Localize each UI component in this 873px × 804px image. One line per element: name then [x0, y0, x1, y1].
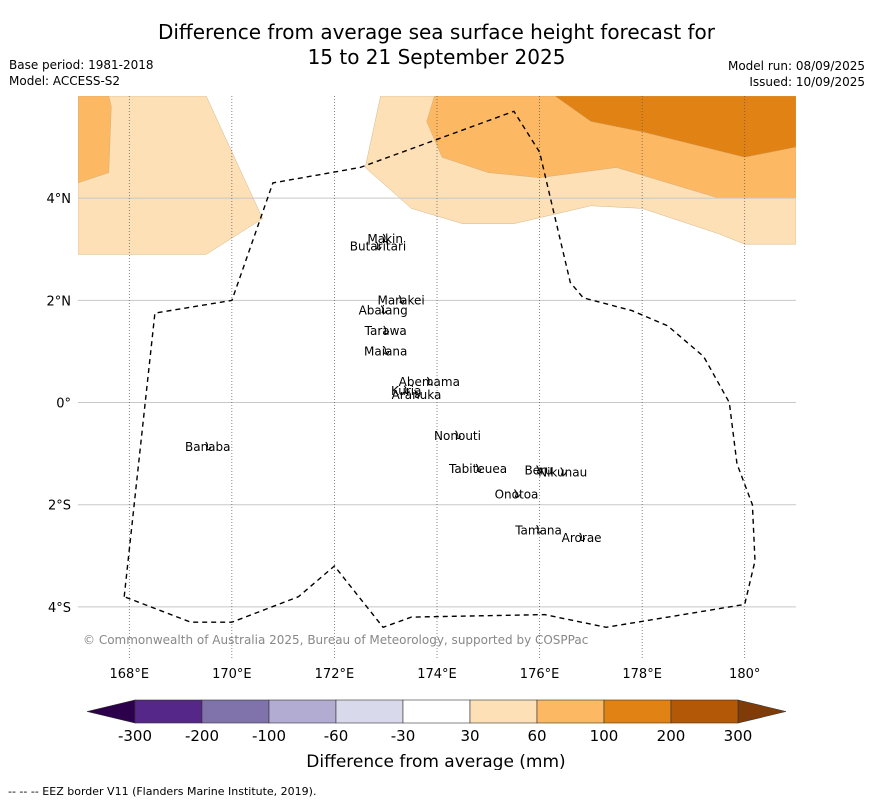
island-outline — [560, 467, 567, 476]
island-label: Aranuka — [392, 388, 442, 402]
island-outline — [375, 241, 382, 250]
colorbar-segment — [536, 699, 605, 724]
colorbar-tick-label: 30 — [460, 727, 479, 745]
base-info: Base period: 1981-2018 Model: ACCESS-S2 — [9, 57, 154, 89]
lon-tick-label: 172°E — [315, 667, 355, 682]
colorbar-tick-label: -30 — [391, 727, 416, 745]
model-name: Model: ACCESS-S2 — [9, 74, 121, 88]
lon-tick-label: 176°E — [520, 667, 560, 682]
colorbar-tick-label: 60 — [527, 727, 546, 745]
colorbar-segment — [201, 699, 270, 724]
lat-tick-label: 2°N — [47, 294, 72, 309]
colorbar-extend-high — [737, 699, 787, 724]
lon-tick-label: 168°E — [110, 667, 150, 682]
island-label: Maiana — [364, 344, 407, 358]
colorbar-segment — [603, 699, 672, 724]
colorbar-tick-label: -60 — [324, 727, 349, 745]
lat-tick-label: 0° — [56, 397, 71, 412]
colorbar-extend-low — [86, 699, 136, 724]
axis-labels: 168°E 170°E 172°E 174°E 176°E 178°E 180° 4°N 2°N… — [47, 192, 761, 682]
island-outline — [383, 346, 390, 355]
island-label: Arorae — [562, 531, 602, 545]
island-outline — [414, 389, 421, 399]
island-label: Onotoa — [495, 488, 539, 502]
island-outline — [426, 376, 433, 386]
island-label: Kuria — [391, 384, 422, 398]
island-outline — [403, 385, 410, 395]
field-100-to-200-4 — [554, 96, 796, 158]
issued-date: Issued: 10/09/2025 — [749, 75, 865, 89]
model-run-date: Model run: 08/09/2025 — [727, 59, 865, 73]
island-outline — [536, 465, 543, 474]
graticule — [78, 96, 796, 658]
eez-border — [123, 110, 756, 629]
coastlines — [205, 233, 586, 542]
colorbar: -300 -200 -100 -60 -30 30 60 100 200 300 Differen… — [86, 699, 787, 770]
island-label: Nikunau — [538, 466, 587, 480]
colorbar-label: Difference from average (mm) — [306, 752, 565, 770]
lon-tick-label: 180° — [729, 667, 760, 682]
chart-title-line2: 15 to 21 September 2025 — [307, 45, 566, 69]
eez-border-line — [123, 110, 756, 629]
island-label: Banaba — [185, 440, 231, 454]
island-outline — [514, 489, 521, 498]
lon-tick-label: 178°E — [622, 667, 662, 682]
colorbar-tick-label: -200 — [185, 727, 219, 745]
colorbar-tick-label: 300 — [724, 727, 753, 745]
base-period: Base period: 1981-2018 — [9, 58, 154, 72]
lat-tick-label: 4°S — [48, 601, 71, 616]
lat-tick-label: 2°S — [48, 499, 71, 514]
island-outline — [536, 524, 543, 534]
island-label: Abaiang — [359, 304, 408, 318]
island-label: Marakei — [377, 293, 424, 307]
island-label: Beru — [524, 463, 552, 477]
island-label: Butaritari — [350, 240, 407, 254]
colorbar-segment — [268, 699, 337, 724]
island-label: Tarawa — [364, 324, 407, 338]
island-outline — [382, 233, 389, 243]
island-outline — [398, 294, 405, 304]
copyright-notice: © Commonwealth of Australia 2025, Bureau… — [83, 633, 588, 647]
colorbar-tick-label: -100 — [252, 727, 286, 745]
lon-tick-label: 174°E — [417, 667, 457, 682]
eez-source-note: -- -- -- EEZ border V11 (Flanders Marine… — [8, 785, 317, 798]
island-outline — [579, 532, 586, 542]
island-outline — [455, 430, 462, 439]
island-label: Nonouti — [434, 429, 481, 443]
island-outline — [475, 463, 482, 473]
colorbar-segment — [335, 699, 404, 724]
height-anomaly-fields — [78, 96, 796, 255]
island-label: Abemama — [399, 375, 460, 389]
field-30-to-60-0 — [78, 96, 263, 255]
lat-tick-label: 4°N — [47, 192, 72, 207]
lon-tick-label: 170°E — [212, 667, 252, 682]
island-label: Makin — [367, 232, 403, 246]
chart-title-line1: Difference from average sea surface heig… — [157, 20, 716, 44]
island-outline — [383, 325, 390, 335]
colorbar-segment — [469, 699, 538, 724]
colorbar-segment — [402, 699, 471, 724]
island-outline — [380, 305, 387, 314]
colorbar-tick-label: 200 — [657, 727, 686, 745]
colorbar-segment — [670, 699, 739, 724]
chart-title: Difference from average sea surface heig… — [0, 20, 873, 70]
colorbar-tick-label: 100 — [590, 727, 619, 745]
field-60-to-100-1 — [78, 96, 112, 184]
island-label: Tamana — [514, 523, 562, 537]
island-label: Tabiteuea — [448, 462, 507, 476]
colorbar-tick-label: -300 — [118, 727, 152, 745]
run-info: Model run: 08/09/2025 Issued: 10/09/2025 — [728, 58, 865, 90]
colorbar-segment — [134, 699, 203, 724]
island-outline — [205, 441, 212, 451]
